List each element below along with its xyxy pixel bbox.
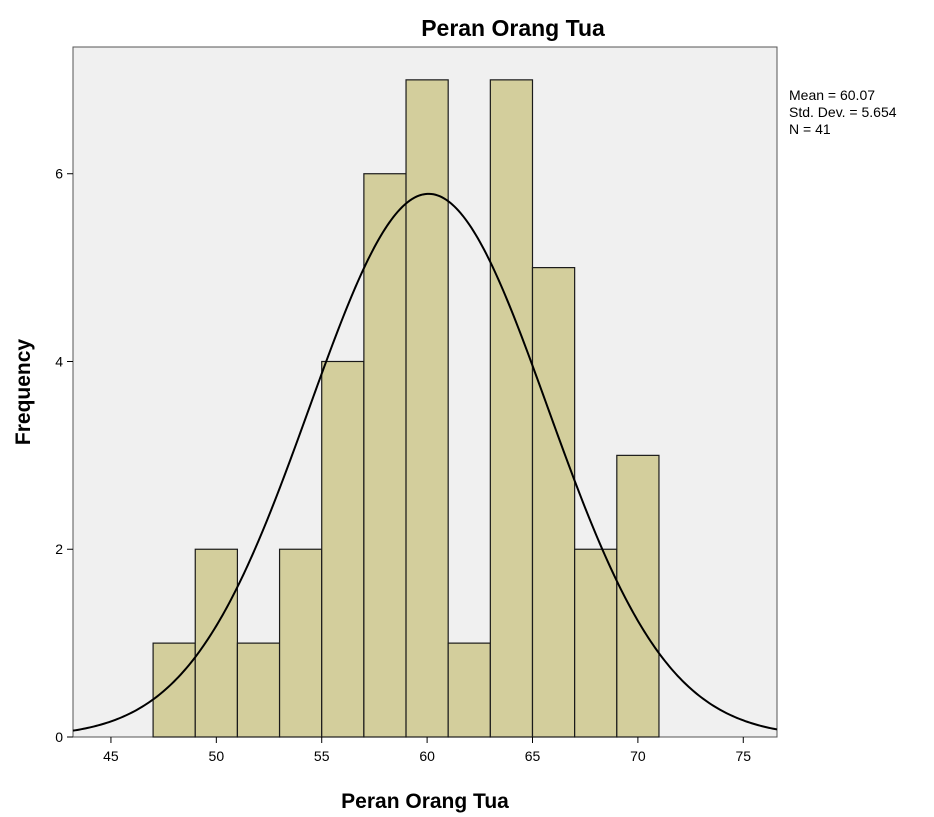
x-axis-title: Peran Orang Tua xyxy=(341,790,509,813)
y-tick-label: 4 xyxy=(55,353,63,369)
x-tick-label: 50 xyxy=(209,748,225,764)
chart-title: Peran Orang Tua xyxy=(421,15,605,41)
histogram-bar xyxy=(194,548,239,738)
histogram-bar xyxy=(278,548,323,738)
y-axis-title: Frequency xyxy=(12,339,35,446)
histogram-bar xyxy=(321,360,365,738)
stats-legend: Mean = 60.07 Std. Dev. = 5.654 N = 41 xyxy=(789,87,897,137)
normal-curve xyxy=(72,192,778,732)
histogram-bar xyxy=(152,642,196,738)
x-tick-label: 45 xyxy=(103,748,119,764)
bars-group xyxy=(152,79,660,738)
x-tick-label: 65 xyxy=(525,748,541,764)
y-axis-ticks: 0 2 4 6 xyxy=(55,166,73,745)
histogram-bar xyxy=(489,79,534,738)
x-axis-ticks: 45 50 55 60 65 70 75 xyxy=(103,737,751,764)
histogram-bar xyxy=(363,173,407,738)
stats-std-dev: Std. Dev. = 5.654 xyxy=(789,104,897,120)
histogram-bar xyxy=(405,79,449,738)
histogram-bar xyxy=(236,642,281,738)
histogram-bar xyxy=(574,548,618,738)
x-tick-label: 60 xyxy=(419,748,435,764)
x-tick-label: 75 xyxy=(735,748,751,764)
y-tick-label: 6 xyxy=(55,166,63,182)
stats-n: N = 41 xyxy=(789,121,831,137)
histogram-bar xyxy=(616,454,660,738)
histogram-bar xyxy=(531,267,576,738)
histogram-bar xyxy=(447,642,491,738)
y-tick-label: 0 xyxy=(55,729,63,745)
y-tick-label: 2 xyxy=(55,541,63,557)
x-tick-label: 70 xyxy=(630,748,646,764)
stats-mean: Mean = 60.07 xyxy=(789,87,875,103)
x-tick-label: 55 xyxy=(314,748,330,764)
